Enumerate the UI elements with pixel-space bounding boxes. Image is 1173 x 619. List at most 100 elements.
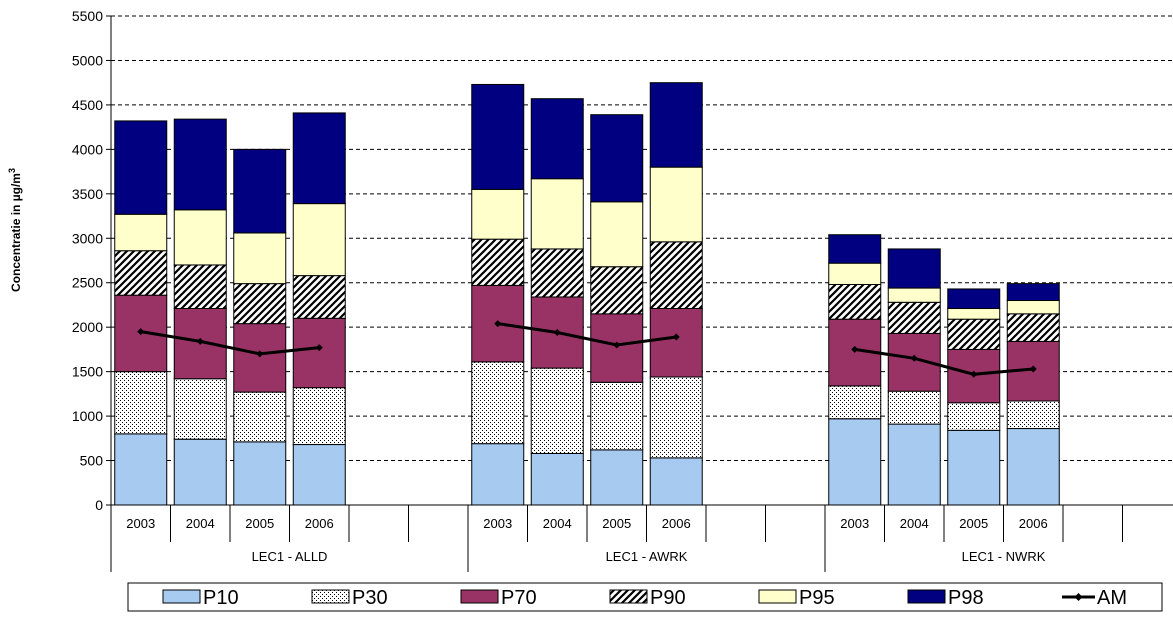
bar-segment-p30 [292,387,346,446]
legend-marker-am [1074,593,1083,601]
bar-segment-p90 [114,250,168,296]
y-axis-label-superscript: 3 [7,168,17,173]
y-tick-label: 4500 [72,97,103,113]
bar-segment-p90 [1006,313,1060,342]
line-point-am [256,350,264,358]
legend-swatch-p95 [758,589,797,604]
bar-segment-p70 [292,317,346,389]
bar-segment-p30 [828,385,882,420]
bar-segment-p98 [649,82,703,168]
legend-swatch-p90 [609,589,648,604]
bar-segment-p10 [828,418,882,506]
bar-segment-p98 [887,248,941,289]
bar-segment-p95 [887,287,941,303]
bar-segment-p95 [1006,300,1060,315]
legend-label: P10 [203,587,239,609]
bar-segment-p10 [530,452,584,506]
bar-segment-p98 [590,114,644,203]
bar-segment-p10 [1006,428,1060,506]
legend-label: P30 [352,587,388,609]
bar-segment-p30 [471,361,525,445]
line-point-am [970,370,978,378]
bar-segment-p95 [292,203,346,277]
bar-segment-p90 [173,264,227,310]
bar-segment-p98 [471,83,525,190]
line-point-am [196,337,204,345]
x-tick-label: 2005 [959,516,988,531]
legend-swatch-p70 [460,589,499,604]
line-point-am [315,344,323,352]
bar-segment-p10 [471,443,525,506]
series-line-am [497,322,677,347]
x-tick-label: 2003 [126,516,155,531]
y-tick-label: 500 [80,453,104,469]
y-axis-label-text: Concentratie in µg/m [9,173,23,292]
bar-segment-p90 [828,284,882,320]
bar-segment-p95 [233,232,287,285]
series-line-am [140,330,320,356]
legend-label: P70 [501,587,537,609]
y-tick-label: 3000 [72,230,103,246]
legend-swatch-p30 [311,589,350,604]
bar-segment-p30 [114,371,168,435]
line-point-am [1029,365,1037,373]
bar-segment-p98 [828,234,882,264]
x-tick-label: 2005 [602,516,631,531]
bar-segment-p90 [292,275,346,319]
line-point-am [851,345,859,353]
bar-segment-p10 [947,429,1001,506]
bar-segment-p98 [173,118,227,211]
x-tick-label: 2004 [543,516,572,531]
legend-swatch-p98 [907,589,946,604]
bar-segment-p95 [471,188,525,240]
x-tick-label: 2003 [840,516,869,531]
bar-segment-p95 [114,213,168,252]
bar-segment-p90 [471,238,525,286]
bar-segment-p98 [233,148,287,234]
bar-segment-p95 [590,201,644,268]
bar-segment-p98 [947,288,1001,310]
y-tick-label: 1500 [72,364,103,380]
y-tick-label: 1000 [72,408,103,424]
legend-swatch-p10 [162,589,201,604]
line-point-am [137,328,145,336]
x-tick-label: 2006 [662,516,691,531]
y-tick-label: 2500 [72,275,103,291]
bar-segment-p10 [887,423,941,506]
group-label: LEC1 - NWRK [962,549,1046,564]
bar-segment-p98 [530,98,584,180]
bar-segment-p10 [649,457,703,506]
y-tick-label: 5500 [72,8,103,24]
bar-segment-p70 [649,308,703,378]
bar-segment-p30 [530,367,584,454]
bar-segment-p98 [114,120,168,215]
bar-segment-p10 [292,444,346,506]
bar-segment-p30 [590,381,644,451]
x-tick-label: 2004 [900,516,929,531]
bar-segment-p95 [530,178,584,250]
x-tick-label: 2006 [305,516,334,531]
bar-segment-p10 [114,433,168,506]
legend-label: P98 [948,587,984,609]
bar-segment-p10 [590,449,644,506]
line-point-am [494,320,502,328]
bar-segment-p95 [828,262,882,286]
bar-segment-p90 [530,248,584,298]
x-tick-label: 2006 [1019,516,1048,531]
bar-segment-p90 [887,301,941,334]
bar-segment-p98 [292,112,346,205]
bar-segment-p90 [947,318,1001,350]
line-point-am [910,354,918,362]
group-label: LEC1 - AWRK [606,549,688,564]
bar-segment-p70 [233,323,287,393]
line-point-am [613,341,621,349]
bar-segment-p30 [947,402,1001,431]
y-axis-label: Concentratie in µg/m3 [7,168,23,292]
bar-segment-p98 [1006,283,1060,302]
bar-segment-p90 [233,283,287,325]
bar-segment-p30 [173,378,227,440]
bar-segment-p30 [233,391,287,443]
bar-segment-p10 [233,441,287,506]
